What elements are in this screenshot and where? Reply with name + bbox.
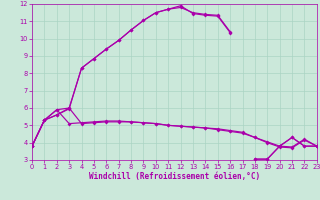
X-axis label: Windchill (Refroidissement éolien,°C): Windchill (Refroidissement éolien,°C)	[89, 172, 260, 181]
